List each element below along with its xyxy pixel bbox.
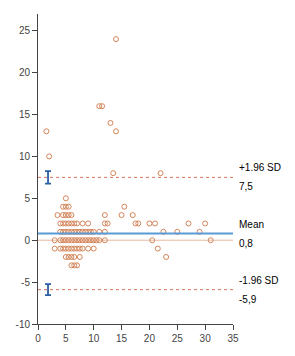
svg-text:20: 20 bbox=[144, 333, 156, 344]
svg-text:35: 35 bbox=[227, 333, 239, 344]
svg-text:0: 0 bbox=[35, 333, 41, 344]
svg-text:5: 5 bbox=[24, 193, 30, 204]
svg-text:25: 25 bbox=[19, 25, 31, 36]
svg-text:7,5: 7,5 bbox=[239, 181, 253, 192]
svg-text:-10: -10 bbox=[16, 319, 31, 330]
svg-text:15: 15 bbox=[116, 333, 128, 344]
svg-text:+1.96 SD: +1.96 SD bbox=[239, 162, 281, 173]
svg-text:10: 10 bbox=[19, 151, 31, 162]
svg-text:10: 10 bbox=[88, 333, 100, 344]
svg-text:30: 30 bbox=[200, 333, 212, 344]
svg-text:5: 5 bbox=[63, 333, 69, 344]
svg-text:0,8: 0,8 bbox=[239, 238, 253, 249]
svg-text:-5: -5 bbox=[21, 277, 30, 288]
svg-text:-5,9: -5,9 bbox=[239, 294, 257, 305]
svg-text:-1.96 SD: -1.96 SD bbox=[239, 275, 278, 286]
svg-text:Mean: Mean bbox=[239, 219, 264, 230]
svg-text:15: 15 bbox=[19, 109, 31, 120]
svg-text:20: 20 bbox=[19, 67, 31, 78]
svg-text:0: 0 bbox=[24, 235, 30, 246]
svg-text:25: 25 bbox=[172, 333, 184, 344]
